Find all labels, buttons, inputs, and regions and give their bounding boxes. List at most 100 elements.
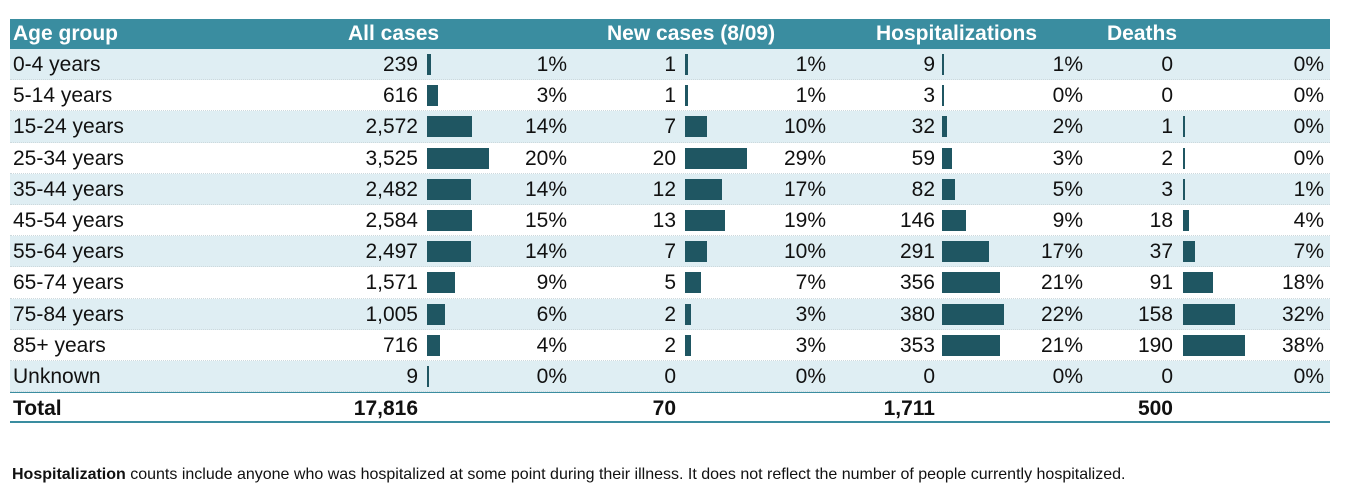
deaths-bar — [1183, 334, 1245, 356]
age-group-label: Unknown — [13, 364, 101, 388]
deaths-value: 158 — [1137, 302, 1173, 326]
all-bar — [427, 54, 432, 75]
deaths-value: 91 — [1149, 271, 1173, 295]
deaths-percent: 0% — [1293, 53, 1324, 76]
deaths-bar — [1183, 303, 1235, 325]
table-header: Age group All cases New cases (8/09) Hos… — [10, 19, 1330, 49]
deaths-percent: 32% — [1281, 302, 1324, 326]
all-bar — [427, 334, 440, 356]
table-row: 45-54 years 2,584 15% 13 19% 146 9% 18 4% — [10, 205, 1330, 237]
hosp-bar — [942, 272, 1001, 294]
header-hospitalizations: Hospitalizations — [876, 22, 1038, 45]
new-value: 7 — [664, 115, 676, 139]
deaths-value: 18 — [1149, 208, 1173, 232]
hosp-value: 146 — [899, 208, 935, 232]
new-bar — [685, 147, 747, 169]
table-row: 65-74 years 1,571 9% 5 7% 356 21% 91 18% — [10, 267, 1330, 299]
header-all-cases: All cases — [348, 22, 440, 45]
all-percent: 14% — [524, 240, 567, 264]
all-percent: 14% — [524, 177, 567, 201]
all-percent: 3% — [536, 84, 567, 108]
all-percent: 6% — [536, 302, 567, 326]
deaths-percent: 0% — [1293, 364, 1324, 388]
all-percent: 15% — [524, 208, 567, 232]
deaths-value: 37 — [1149, 240, 1173, 264]
table-body: 0-4 years 239 1% 1 1% 9 1% 0 0% 5-14 years 616 3% 1 1… — [10, 49, 1330, 424]
hosp-bar — [942, 54, 944, 75]
deaths-percent: 38% — [1281, 333, 1324, 357]
new-total: 70 — [652, 397, 676, 421]
deaths-value: 2 — [1161, 146, 1173, 170]
new-value: 5 — [664, 271, 676, 295]
hosp-percent: 5% — [1052, 177, 1083, 201]
hosp-percent: 22% — [1040, 302, 1083, 326]
hosp-value: 59 — [911, 146, 935, 170]
hosp-bar — [942, 85, 944, 107]
new-percent: 3% — [795, 333, 826, 357]
header-deaths: Deaths — [1107, 22, 1178, 45]
deaths-bar — [1183, 178, 1185, 200]
hosp-bar — [942, 209, 966, 231]
table-row: 15-24 years 2,572 14% 7 10% 32 2% 1 0% — [10, 111, 1330, 143]
all-value: 2,572 — [365, 115, 418, 139]
new-percent: 10% — [783, 115, 826, 139]
table-row: 75-84 years 1,005 6% 2 3% 380 22% 158 32% — [10, 298, 1330, 330]
age-group-label: 25-34 years — [13, 146, 124, 170]
hosp-value: 3 — [923, 84, 935, 108]
deaths-percent: 18% — [1281, 271, 1324, 295]
new-bar — [685, 178, 723, 200]
all-percent: 1% — [536, 53, 567, 76]
age-group-label: 85+ years — [13, 333, 106, 357]
deaths-bar — [1183, 147, 1185, 169]
deaths-value: 0 — [1161, 84, 1173, 108]
all-bar — [427, 147, 489, 169]
age-group-label: 5-14 years — [13, 84, 113, 108]
new-bar — [685, 54, 689, 75]
age-group-label: 15-24 years — [13, 115, 124, 139]
new-percent: 0% — [795, 364, 826, 388]
deaths-percent: 4% — [1293, 208, 1324, 232]
new-percent: 29% — [783, 146, 826, 170]
all-percent: 0% — [536, 364, 567, 388]
deaths-total: 500 — [1137, 397, 1173, 421]
all-bar — [427, 116, 473, 138]
all-value: 1,571 — [365, 271, 418, 295]
all-value: 3,525 — [365, 146, 418, 170]
all-percent: 20% — [524, 146, 567, 170]
hosp-bar — [942, 147, 952, 169]
deaths-value: 1 — [1161, 115, 1173, 139]
new-bar — [685, 303, 692, 325]
table-row: 5-14 years 616 3% 1 1% 3 0% 0 0% — [10, 80, 1330, 112]
deaths-value: 190 — [1137, 333, 1173, 357]
hosp-percent: 9% — [1052, 208, 1083, 232]
all-bar — [427, 85, 438, 107]
all-bar — [427, 303, 445, 325]
new-value: 7 — [664, 240, 676, 264]
age-group-label: 0-4 years — [13, 53, 101, 76]
new-percent: 17% — [783, 177, 826, 201]
age-group-label: 45-54 years — [13, 208, 124, 232]
all-value: 2,497 — [365, 240, 418, 264]
new-value: 2 — [664, 333, 676, 357]
table-total-row: Total 17,816 70 1,711 500 — [10, 392, 1330, 424]
all-value: 9 — [406, 364, 418, 388]
deaths-percent: 7% — [1293, 240, 1324, 264]
new-bar — [685, 209, 726, 231]
all-value: 2,584 — [365, 208, 418, 232]
deaths-percent: 0% — [1293, 115, 1324, 139]
footnote-bold: Hospitalization — [12, 466, 126, 483]
deaths-percent: 0% — [1293, 84, 1324, 108]
all-bar — [427, 241, 471, 263]
table-row: 0-4 years 239 1% 1 1% 9 1% 0 0% — [10, 49, 1330, 81]
hosp-percent: 0% — [1052, 364, 1083, 388]
hosp-value: 0 — [923, 364, 935, 388]
footnote: Hospitalization counts include anyone wh… — [12, 466, 1125, 484]
new-percent: 1% — [795, 84, 826, 108]
deaths-bar — [1183, 116, 1185, 138]
age-group-table: Age group All cases New cases (8/09) Hos… — [10, 19, 1330, 424]
all-value: 616 — [382, 84, 418, 108]
hosp-percent: 21% — [1040, 333, 1083, 357]
table-row: 55-64 years 2,497 14% 7 10% 291 17% 37 7% — [10, 236, 1330, 268]
hosp-percent: 1% — [1052, 53, 1083, 76]
all-percent: 14% — [524, 115, 567, 139]
